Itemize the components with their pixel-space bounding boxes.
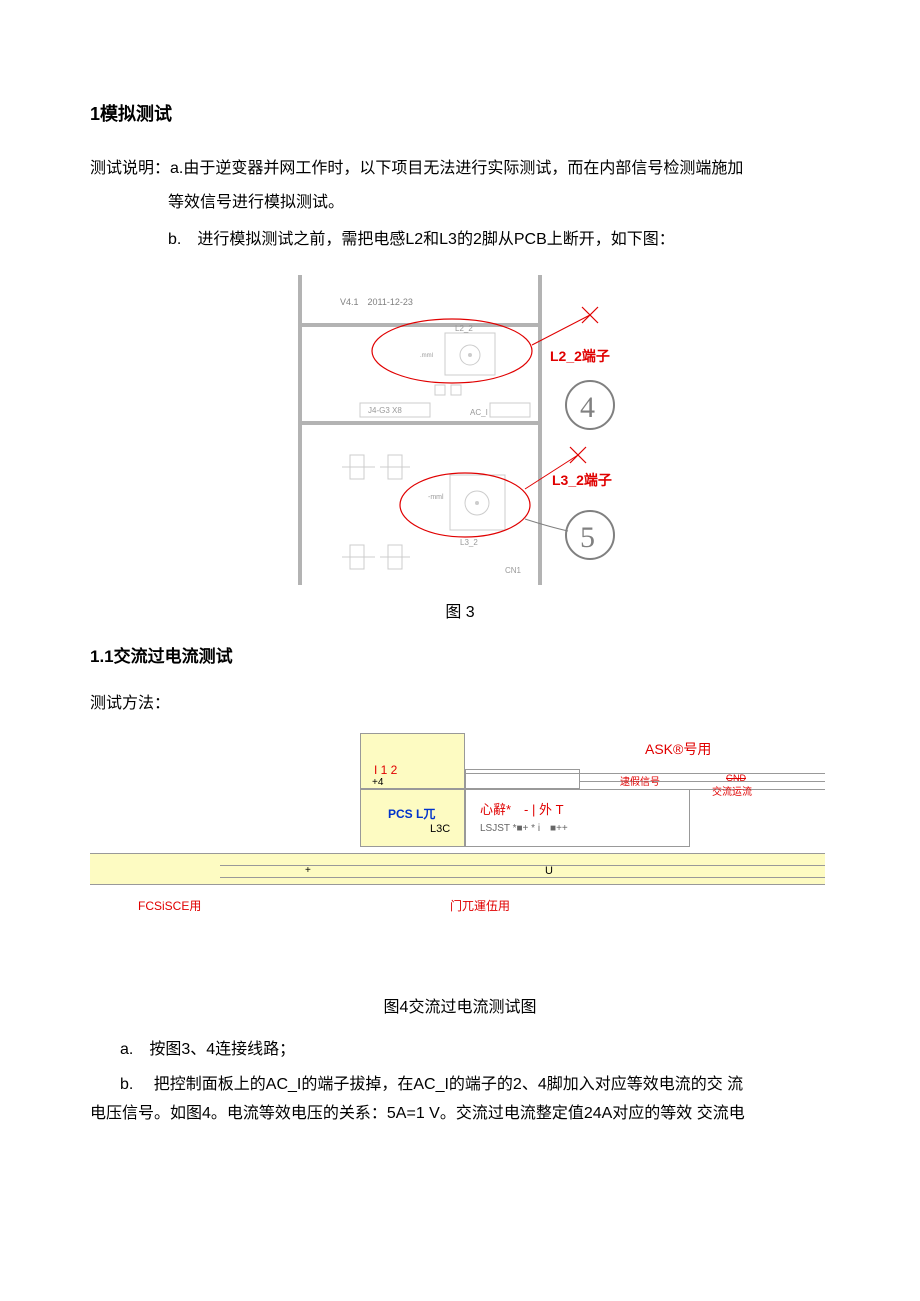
fig3-l32-small: L3_2	[460, 538, 478, 547]
fig4-right-box	[465, 789, 690, 847]
fig4-menzhun: 门兀運伍用	[450, 897, 510, 914]
fig4-xinjie: 心辭* - | 外 T	[480, 799, 564, 818]
svg-text:-mml: -mml	[428, 494, 444, 501]
intro-a-text: a.由于逆变器并网工作时，以下项目无法进行实际测试，而在内部信号检测端施加	[170, 160, 743, 177]
fig3-j4-label: J4-G3 X8	[368, 406, 402, 415]
step-b-continuation: 电压信号。如图4。电流等效电压的关系：5A=1 V。交流过电流整定值24A对应的…	[90, 1100, 830, 1129]
figure-4-diagram: ASK®号用 I 1 2 +4 1 逮假信号 GND 交流运流 PCS L兀 L…	[90, 733, 830, 933]
fig3-aci-label: AC_I	[470, 408, 488, 417]
fig4-small-box-1	[465, 769, 580, 789]
figure-3-svg: V4.1 2011-12-23 L2_2 .mml J4-G3 X8 AC_I …	[280, 275, 640, 585]
fig4-plus-left: +4	[372, 777, 383, 788]
fig4-jiaoliu: 交流运流	[712, 783, 752, 798]
fig3-circle-5: 5	[580, 521, 595, 554]
fig3-circle-4: 4	[580, 391, 595, 424]
svg-text:.mml: .mml	[420, 353, 433, 359]
fig3-cn1: CN1	[505, 566, 522, 575]
fig4-yellow-wide	[90, 853, 825, 885]
test-method-label: 测试方法：	[90, 689, 830, 713]
figure-3-container: V4.1 2011-12-23 L2_2 .mml J4-G3 X8 AC_I …	[90, 275, 830, 622]
intro-a-continuation: 等效信号进行模拟测试。	[168, 188, 830, 218]
svg-text:L2_2: L2_2	[455, 324, 473, 333]
fig4-lsjst: LSJST *■+ * i ■++	[480, 819, 568, 834]
figure-4-caption: 图4交流过电流测试图	[90, 993, 830, 1017]
intro-paragraph: 测试说明：a.由于逆变器并网工作时，以下项目无法进行实际测试，而在内部信号检测端…	[90, 154, 830, 184]
fig3-header-text: V4.1 2011-12-23	[340, 297, 413, 307]
fig4-fcs: FCSiSCE用	[138, 897, 201, 914]
intro-label: 测试说明：	[90, 160, 170, 177]
fig4-l3c: L3C	[430, 823, 450, 835]
fig3-l3-label: L3_2端子	[552, 472, 612, 488]
fig4-ask-label: ASK®号用	[645, 739, 711, 759]
section-1-heading: 1模拟测试	[90, 100, 830, 126]
intro-b: b. 进行模拟测试之前，需把电感L2和L3的2脚从PCB上断开，如下图：	[168, 225, 830, 255]
fig4-gnd: GND	[726, 773, 746, 783]
fig4-pcs: PCS L兀	[388, 805, 435, 822]
fig4-mixin: 逮假信号	[620, 773, 660, 788]
step-a: a. 按图3、4连接线路；	[90, 1035, 830, 1059]
fig4-u: U	[545, 865, 553, 877]
fig3-l2-label: L2_2端子	[550, 348, 610, 364]
section-1-1-heading: 1.1交流过电流测试	[90, 642, 830, 667]
fig4-i12: I 1 2	[374, 763, 397, 777]
fig4-plus: +	[305, 865, 311, 876]
figure-3-caption: 图 3	[90, 598, 830, 622]
step-b: b. 把控制面板上的AC_I的端子拔掉，在AC_I的端子的2、4脚加入对应等效电…	[90, 1071, 830, 1100]
